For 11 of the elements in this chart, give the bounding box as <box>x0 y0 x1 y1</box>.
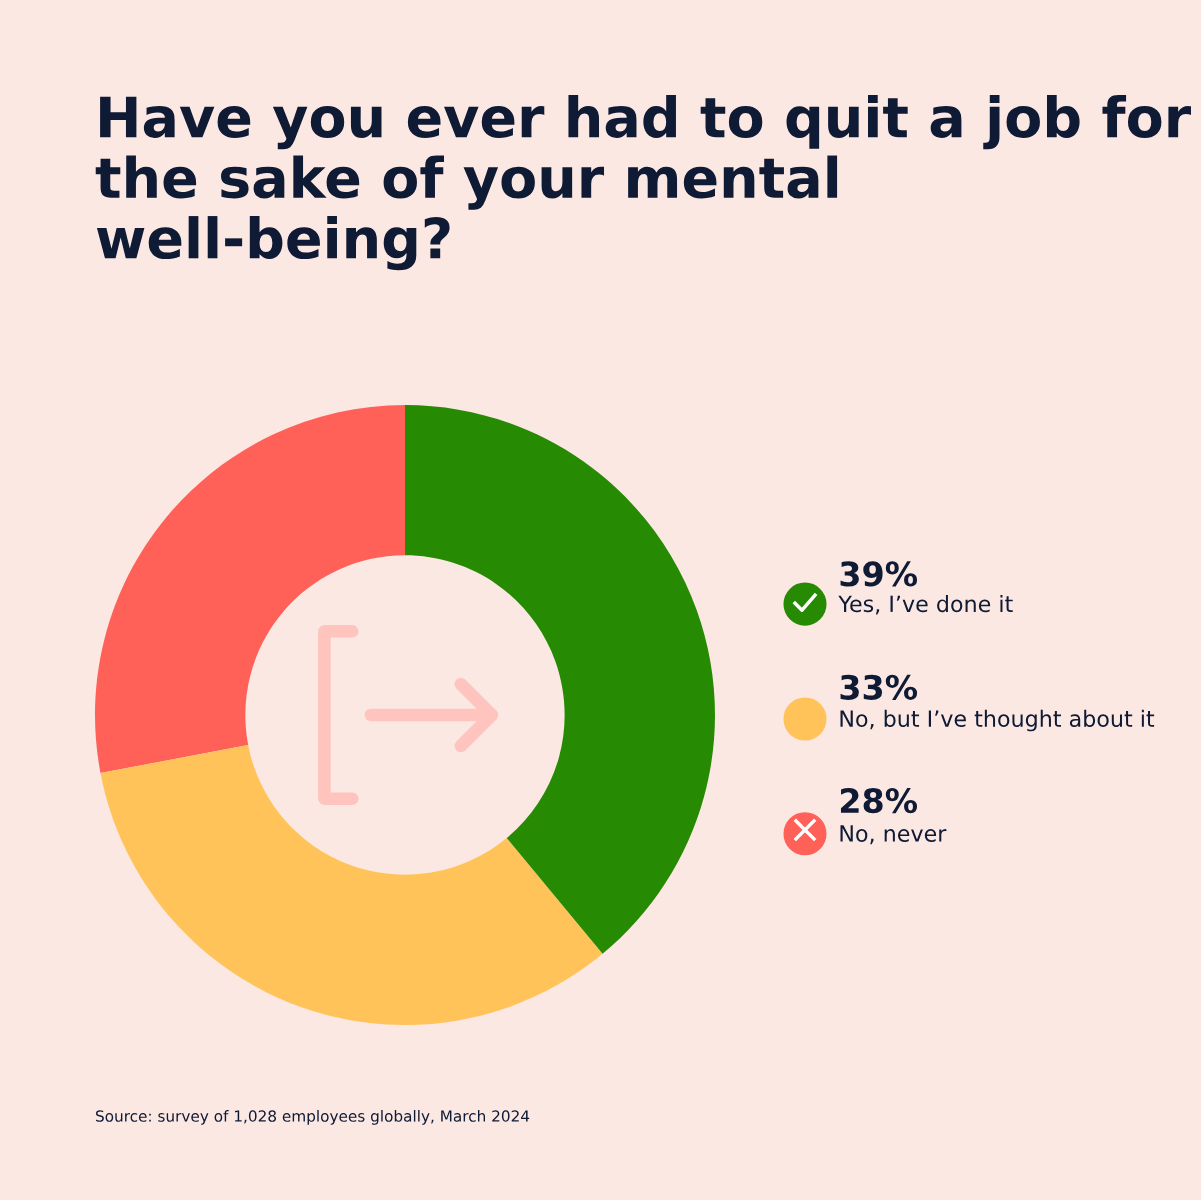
legend-label: No, but I’ve thought about it <box>840 709 1155 732</box>
legend-label: Yes, I’ve done it <box>838 595 1013 615</box>
donut-slice <box>405 405 715 954</box>
legend-label: No, never <box>840 825 947 845</box>
data-label: 28% <box>840 787 918 814</box>
donut-slice <box>100 744 603 1025</box>
chart-title: Have you ever had to quit a job for the sake of your mental well-being? <box>95 95 1192 271</box>
source-note: Source: survey of 1,028 employees globally, March 2024 <box>96 1110 530 1125</box>
data-label: 39% <box>840 561 918 587</box>
donut-slice <box>95 405 405 774</box>
data-label: 33% <box>840 674 918 700</box>
